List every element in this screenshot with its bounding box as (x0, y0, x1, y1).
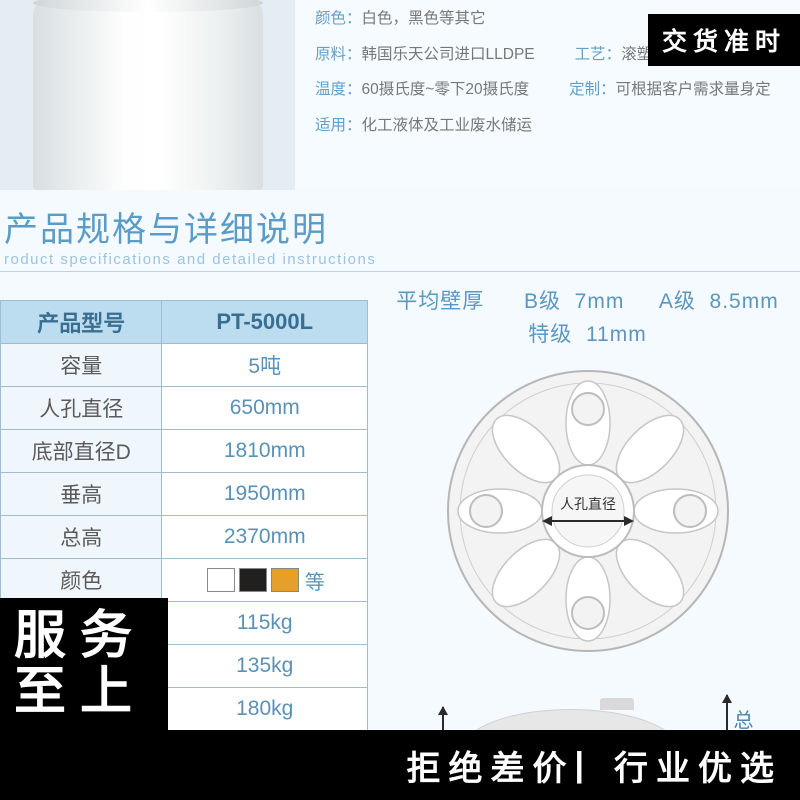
heading-rule (0, 271, 800, 272)
footer-text-a: 拒绝差价 (406, 741, 574, 790)
table-cell-value: 180kg (162, 688, 368, 731)
footer-text-b: 行业优选 (614, 741, 782, 790)
attr-label: 适用 (315, 115, 362, 137)
heading-cn: 产品规格与详细说明 (0, 202, 800, 251)
table-cell-value: 5吨 (162, 344, 368, 387)
dim-label-right: 总 (734, 704, 754, 733)
footer-separator: | (574, 746, 584, 785)
table-row: 垂高1950mm (1, 473, 368, 516)
product-spec-page: 颜色 白色，黑色等其它 原料 韩国乐天公司进口LLDPE 工艺 滚塑一次成型，无… (0, 0, 800, 800)
table-cell-label: 容量 (1, 344, 162, 387)
table-cell-label: 垂高 (1, 473, 162, 516)
table-cell-value: 650mm (162, 387, 368, 430)
attr-value: 可根据客户需求量身定 (616, 79, 771, 101)
color-swatch (207, 568, 235, 592)
table-header-value: PT-5000L (162, 301, 368, 344)
delivery-badge: 交货准时 (648, 14, 800, 66)
heading-en: roduct specifications and detailed instr… (0, 251, 800, 268)
diagram-area: 平均壁厚 B级 7mm A级 8.5mm 特级 11mm (380, 286, 795, 763)
table-cell-label: 底部直径D (1, 430, 162, 473)
footer-bar: 拒绝差价 | 行业优选 (0, 730, 800, 800)
attr-label: 定制 (569, 79, 616, 101)
tank-top-view: 人孔直径 (438, 361, 738, 661)
table-row: 容量5吨 (1, 344, 368, 387)
table-row: 底部直径D1810mm (1, 430, 368, 473)
table-cell-value: 135kg (162, 645, 368, 688)
attr-label: 工艺 (575, 44, 622, 66)
attr-label: 颜色 (315, 8, 362, 30)
overlay-line-1: 服务 (14, 608, 146, 664)
table-cell-label: 总高 (1, 516, 162, 559)
table-cell-label: 人孔直径 (1, 387, 162, 430)
table-row: 总高2370mm (1, 516, 368, 559)
table-row: 人孔直径650mm (1, 387, 368, 430)
color-swatch (271, 568, 299, 592)
product-photo (0, 0, 295, 190)
attr-value: 化工液体及工业废水储运 (362, 115, 533, 137)
overlay-line-2: 至上 (14, 664, 146, 720)
attr-label: 原料 (315, 44, 362, 66)
attr-value: 韩国乐天公司进口LLDPE (362, 44, 535, 66)
table-cell-value: 115kg (162, 602, 368, 645)
section-heading: 产品规格与详细说明 roduct specifications and deta… (0, 202, 800, 272)
attr-label: 温度 (315, 79, 362, 101)
table-cell-value: 1810mm (162, 430, 368, 473)
table-header-label: 产品型号 (1, 301, 162, 344)
color-swatch (239, 568, 267, 592)
table-cell-value: 1950mm (162, 473, 368, 516)
table-cell-value: 等 (162, 559, 368, 602)
tank-illustration (33, 0, 263, 190)
service-overlay: 服务 至上 (0, 598, 168, 730)
table-cell-value: 2370mm (162, 516, 368, 559)
manhole-label: 人孔直径 (560, 496, 616, 512)
table-cell-label: 颜色 (1, 559, 162, 602)
attr-value: 白色，黑色等其它 (362, 8, 486, 30)
thickness-text: 平均壁厚 B级 7mm A级 8.5mm 特级 11mm (380, 286, 795, 351)
attr-value: 60摄氏度~零下20摄氏度 (362, 79, 530, 101)
table-row: 颜色等 (1, 559, 368, 602)
